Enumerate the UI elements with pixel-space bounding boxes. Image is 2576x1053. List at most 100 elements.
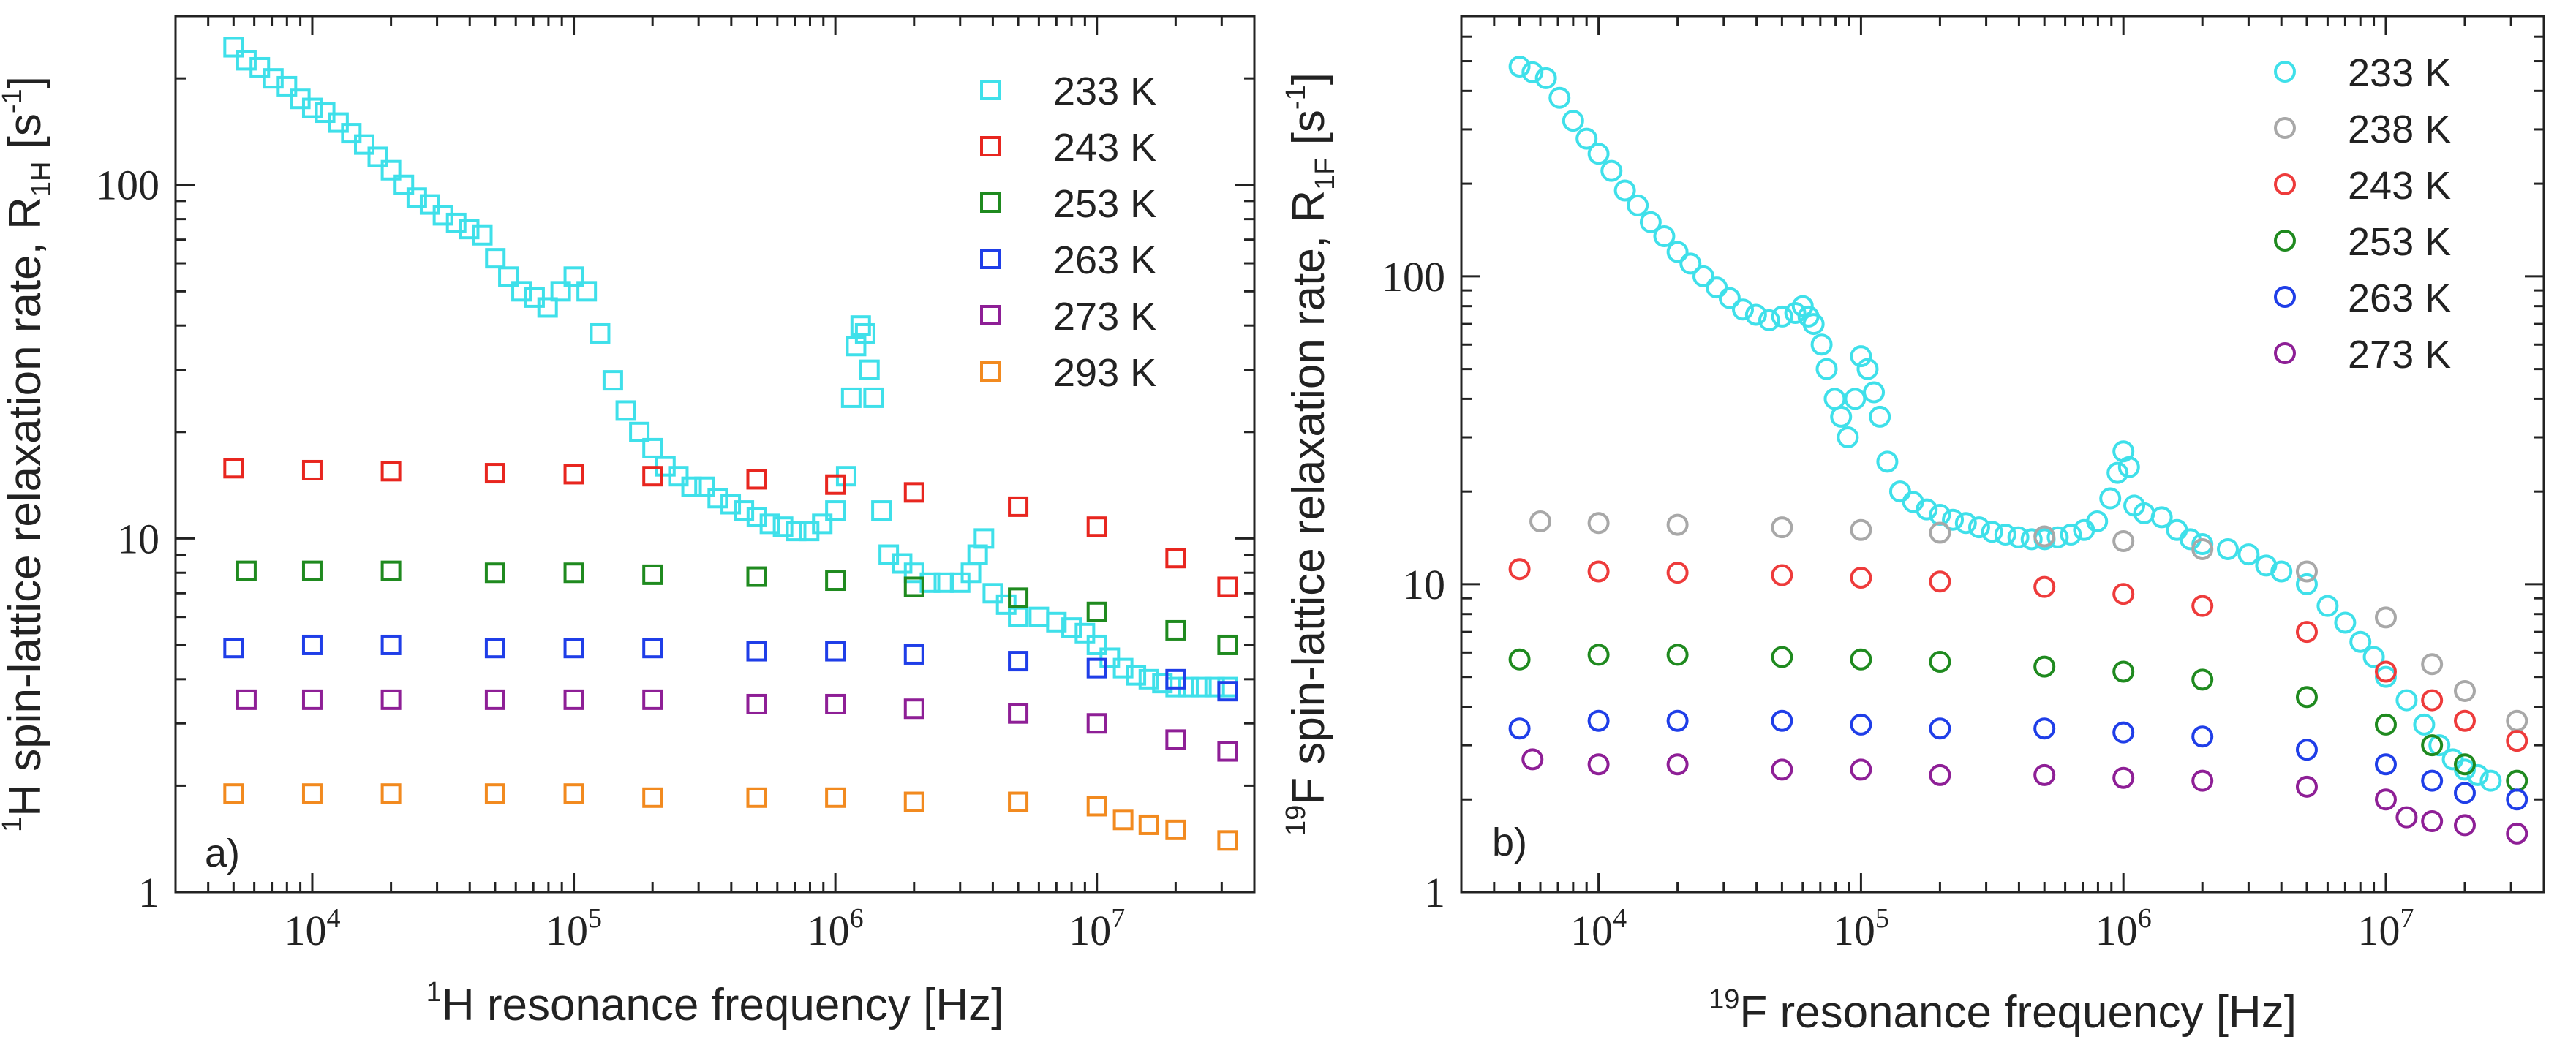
data-point: [223, 37, 244, 58]
data-point: [694, 476, 715, 497]
data-point: [1204, 676, 1225, 698]
data-point: [2421, 809, 2444, 832]
data-point: [367, 146, 388, 167]
data-point: [1587, 560, 1610, 583]
data-point: [498, 266, 519, 287]
data-point: [2191, 769, 2214, 792]
data-point: [2270, 560, 2293, 583]
data-point: [2295, 573, 2318, 595]
data-point: [341, 123, 362, 144]
data-point: [642, 689, 663, 710]
data-point: [2453, 814, 2476, 837]
data-point: [734, 500, 755, 521]
legend-marker: [2274, 173, 2296, 195]
data-point: [1815, 358, 1838, 380]
data-point: [301, 634, 323, 655]
data-point: [393, 174, 415, 195]
data-point: [1613, 179, 1636, 202]
data-point: [223, 458, 244, 479]
data-point: [301, 689, 323, 710]
data-point: [2453, 753, 2476, 776]
data-point: [1718, 287, 1741, 309]
data-point: [871, 500, 892, 521]
data-point: [903, 644, 924, 665]
data-point: [2033, 655, 2056, 678]
data-point: [812, 513, 833, 535]
x-tick-label: 106: [2095, 903, 2152, 954]
data-point: [459, 219, 480, 240]
data-point: [1217, 830, 1238, 851]
data-point: [445, 212, 467, 233]
x-axis: 104 105 106 107: [174, 16, 1256, 954]
y-axis-title: 1H spin-lattice relaxation rate, R1H [s-…: [0, 76, 57, 832]
data-point: [1850, 648, 1872, 671]
data-point: [2191, 537, 2214, 560]
data-point: [2295, 739, 2318, 761]
legend-label: 233 K: [2348, 51, 2451, 95]
data-point: [1534, 67, 1557, 89]
y-tick-label: 1: [138, 869, 159, 916]
legend-label: 253 K: [2348, 220, 2451, 264]
legend-entry: 273 K: [2274, 333, 2451, 377]
x-axis: 104 105 106 107: [1460, 16, 2545, 954]
data-point: [1679, 252, 1702, 275]
data-point: [563, 464, 584, 485]
data-point: [1732, 298, 1755, 321]
data-point: [550, 281, 571, 302]
data-point: [328, 112, 349, 133]
data-point: [2441, 748, 2464, 771]
data-point: [406, 187, 427, 208]
data-point: [2421, 734, 2444, 757]
data-point: [1587, 709, 1610, 732]
data-point: [1627, 194, 1649, 216]
data-point: [1929, 521, 1951, 544]
data-point: [1548, 86, 1571, 109]
data-point: [602, 370, 623, 391]
data-point: [354, 134, 375, 155]
data-point: [380, 159, 402, 181]
data-point: [746, 469, 767, 490]
data-point: [2112, 530, 2135, 553]
data-point: [484, 562, 505, 584]
data-point: [1086, 516, 1107, 537]
series-238-k: [1529, 510, 2528, 732]
data-point: [2374, 753, 2397, 776]
data-point: [1929, 570, 1951, 593]
data-point: [1600, 159, 1623, 182]
data-point: [563, 562, 584, 584]
data-point: [2020, 528, 2043, 551]
data-point: [1508, 717, 1531, 740]
legend-entry: 243 K: [2274, 164, 2451, 208]
data-point: [1112, 809, 1134, 831]
legend-label: 293 K: [1053, 351, 1156, 395]
data-point: [380, 689, 402, 710]
data-point: [1138, 814, 1159, 835]
data-point: [903, 576, 924, 597]
data-point: [1165, 548, 1186, 569]
data-point: [668, 466, 689, 487]
data-point: [484, 689, 505, 710]
data-point: [484, 463, 505, 484]
data-point: [1074, 622, 1096, 644]
data-point: [1802, 313, 1825, 336]
legend-label: 263 K: [2348, 276, 2451, 320]
data-point: [2295, 560, 2318, 583]
data-point: [2316, 595, 2339, 617]
data-point: [1863, 381, 1886, 404]
data-point: [2060, 523, 2082, 546]
data-point: [1508, 648, 1531, 671]
data-point: [1981, 521, 2003, 543]
data-point: [276, 75, 298, 97]
chart-panel-b: 104 105 106 107 1 10 100 19F resonance frequenc…: [1281, 15, 2545, 1038]
legend-label: 233 K: [1053, 69, 1156, 113]
data-point: [1587, 512, 1610, 535]
data-point: [301, 560, 323, 581]
data-point: [629, 421, 650, 442]
data-point: [1217, 741, 1238, 762]
x-tick-label: 106: [807, 903, 864, 954]
legend-label: 273 K: [1053, 295, 1156, 339]
data-point: [1008, 791, 1029, 812]
data-point: [1061, 617, 1082, 638]
data-point: [2216, 537, 2239, 560]
data-point: [1837, 426, 1859, 449]
